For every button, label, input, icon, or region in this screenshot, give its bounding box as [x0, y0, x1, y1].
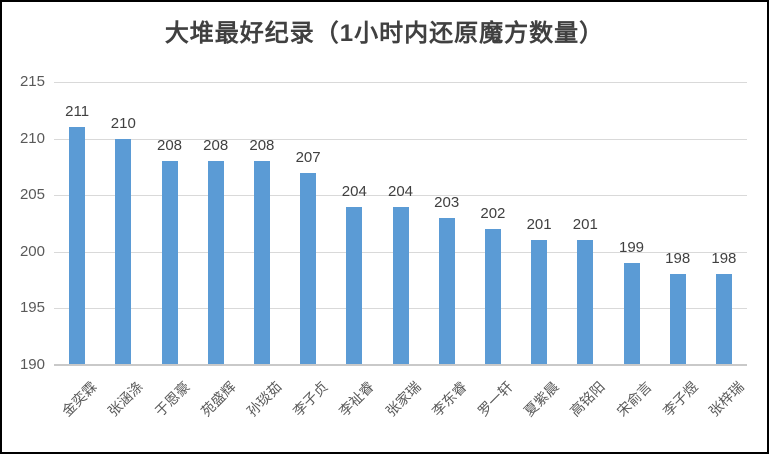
bar [69, 127, 86, 365]
bar [300, 172, 317, 365]
bar-value-label: 201 [572, 216, 598, 234]
bar [715, 274, 732, 365]
gridline [54, 138, 747, 140]
bar-value-label: 201 [526, 216, 552, 234]
bar-value-label: 208 [156, 137, 183, 155]
bar-value-label: 203 [434, 193, 460, 211]
bar [161, 161, 178, 365]
bar [669, 274, 686, 365]
bar [531, 240, 548, 365]
y-axis-tick-label: 205 [19, 186, 45, 204]
gridline [54, 82, 747, 83]
bar [438, 217, 455, 365]
bar-value-label: 202 [480, 205, 506, 223]
bar [623, 263, 640, 365]
bar [346, 206, 363, 365]
bar [392, 206, 409, 365]
bar [253, 161, 270, 365]
bar-value-label: 208 [203, 137, 229, 155]
bar-value-label: 208 [249, 137, 275, 155]
bar [484, 229, 501, 365]
bar-value-label: 204 [341, 182, 367, 200]
gridline [54, 195, 747, 197]
bar-value-label: 211 [65, 103, 90, 121]
bar-value-label: 199 [618, 239, 645, 257]
y-axis-tick-label: 190 [19, 356, 45, 373]
y-axis-tick-label: 215 [19, 73, 45, 90]
bar [577, 240, 594, 365]
bar [207, 161, 224, 365]
y-axis-tick-label: 210 [19, 129, 45, 147]
chart-title: 大堆最好纪录（1小时内还原魔方数量） [164, 20, 605, 47]
bar-value-label: 210 [110, 114, 136, 132]
bar-value-label: 204 [387, 182, 414, 200]
y-axis-tick-label: 200 [19, 242, 45, 260]
bar [115, 138, 132, 365]
x-axis-line [54, 364, 747, 366]
bar-value-label: 198 [665, 250, 691, 268]
bar-value-label: 207 [295, 148, 321, 166]
y-axis-tick-label: 195 [19, 299, 45, 317]
bar-value-label: 198 [711, 250, 737, 268]
